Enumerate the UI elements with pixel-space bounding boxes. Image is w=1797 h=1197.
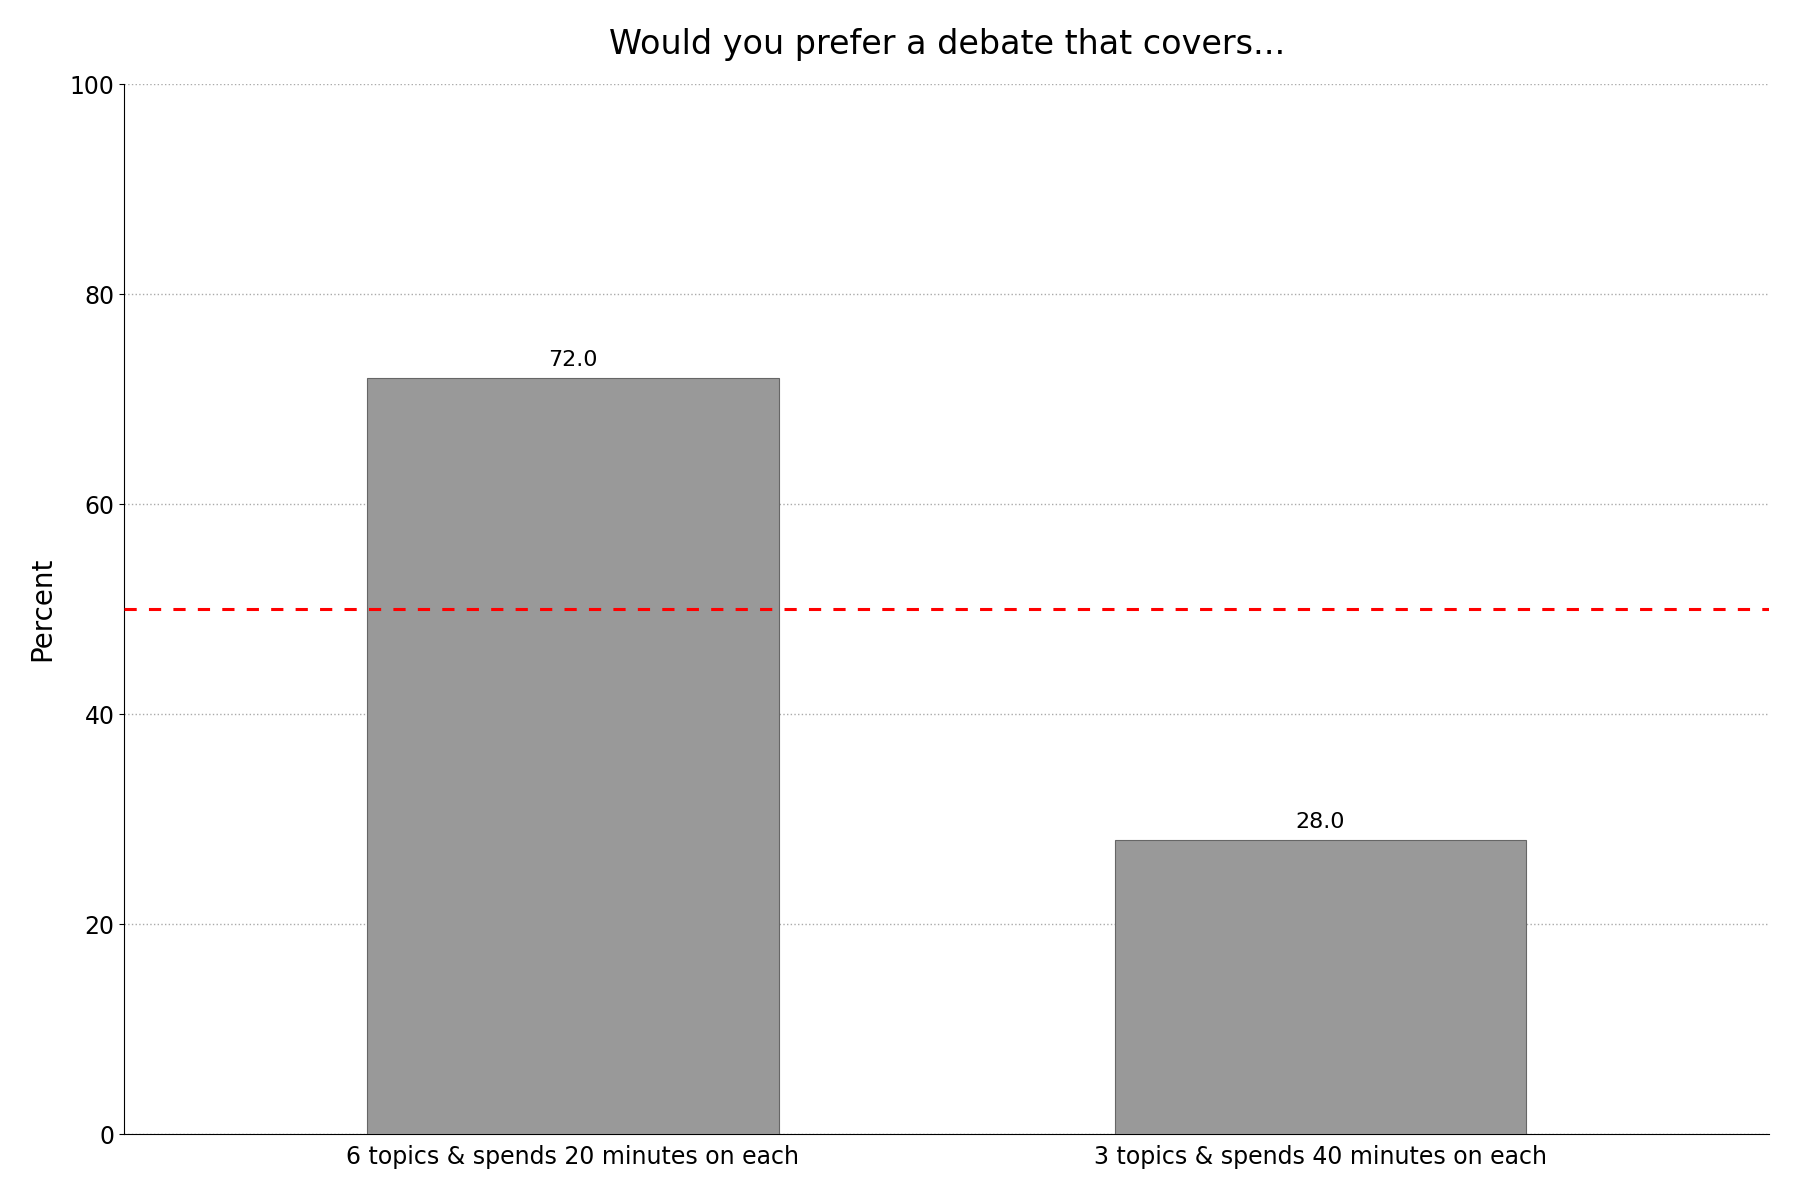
Text: 72.0: 72.0 [548,350,598,370]
Text: 28.0: 28.0 [1296,812,1346,832]
Bar [367,378,778,1134]
Y-axis label: Percent: Percent [27,557,56,662]
Title: Would you prefer a debate that covers...: Would you prefer a debate that covers... [609,28,1285,61]
Bar [1114,840,1526,1134]
